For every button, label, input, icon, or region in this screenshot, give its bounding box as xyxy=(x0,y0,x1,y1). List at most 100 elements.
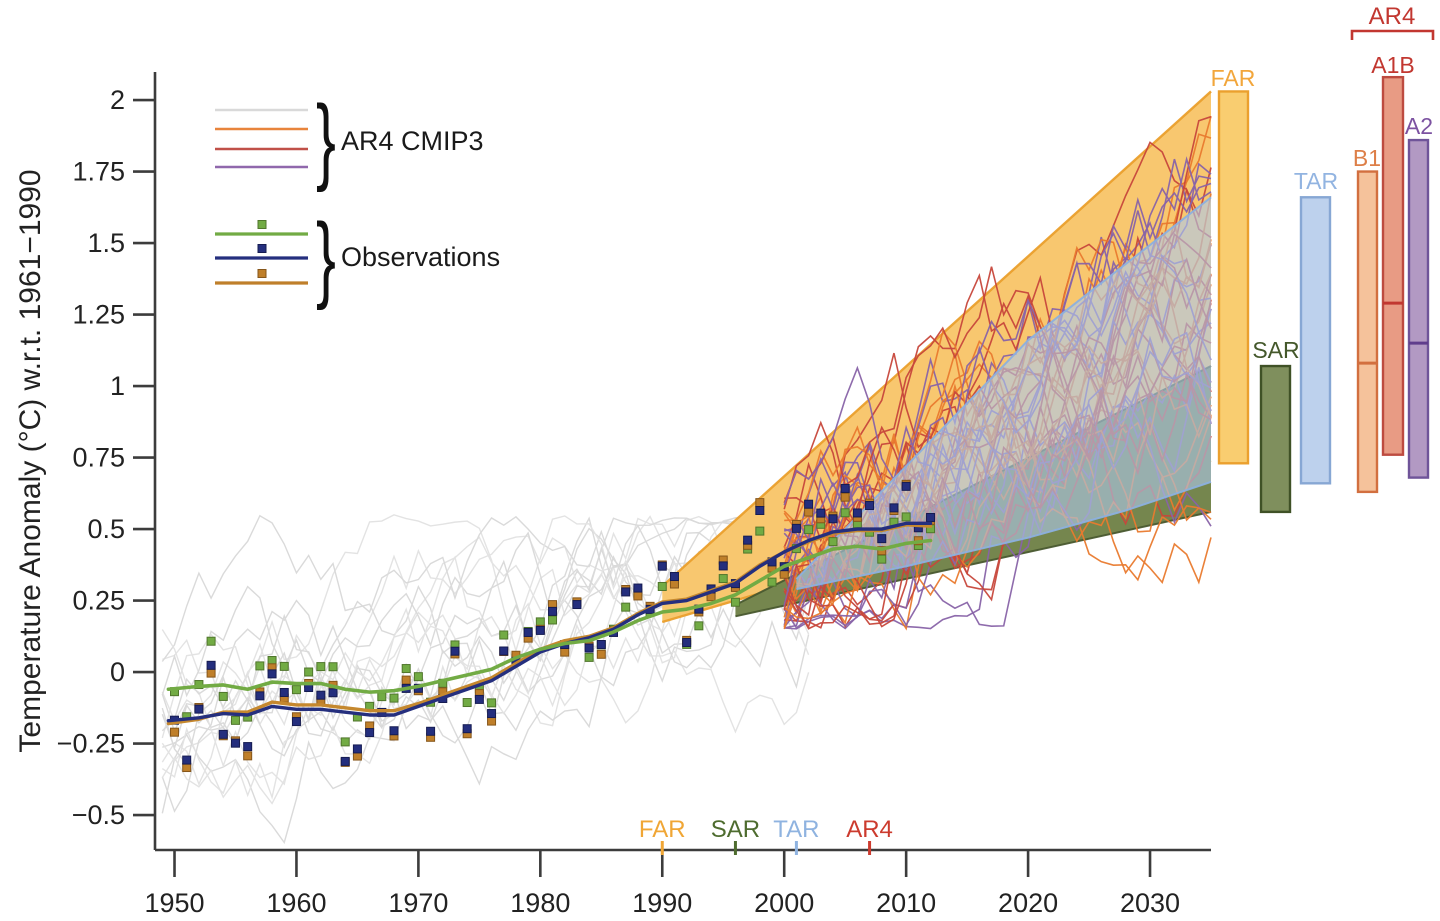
obs-square-green xyxy=(316,662,326,672)
obs-square-orange xyxy=(840,492,850,502)
obs-square-green xyxy=(767,577,777,587)
obs-square-navy xyxy=(328,688,338,698)
obs-square-orange xyxy=(669,579,679,589)
obs-square-green xyxy=(828,537,838,547)
obs-square-navy xyxy=(340,756,350,766)
obs-square-navy xyxy=(523,627,533,637)
obs-square-navy xyxy=(243,742,253,752)
x-tick-label: 2030 xyxy=(1120,888,1180,918)
obs-square-green xyxy=(877,554,887,564)
obs-square-orange xyxy=(596,649,606,659)
scenario-run-line xyxy=(783,182,1212,559)
obs-square-green xyxy=(535,617,545,627)
obs-square-green xyxy=(401,664,411,674)
obs-square-navy xyxy=(230,738,240,748)
obs-square-orange xyxy=(755,498,765,508)
obs-square-orange xyxy=(633,591,643,601)
obs-square-green xyxy=(328,662,338,672)
obs-square-green xyxy=(206,636,216,646)
obs-square-orange xyxy=(560,647,570,657)
legend-graphics xyxy=(215,108,308,285)
range-bar-sar: SAR xyxy=(1252,337,1300,514)
obs-square-green xyxy=(730,597,740,607)
legend-brace-models: } xyxy=(316,86,336,193)
y-tick-label: 1.5 xyxy=(87,228,125,258)
y-tick-label: 0.5 xyxy=(87,514,125,544)
band-fill-tar xyxy=(796,197,1211,590)
range-bar-a2: A2 xyxy=(1405,113,1433,479)
obs-square-navy xyxy=(633,583,643,593)
obs-square-navy xyxy=(804,499,814,509)
marker-label-far: FAR xyxy=(639,816,686,843)
range-bar-label-sar: SAR xyxy=(1252,337,1299,363)
obs-square-navy xyxy=(462,724,472,734)
historical-run-line xyxy=(161,519,809,698)
range-bar-a1b: A1B xyxy=(1371,52,1415,456)
x-tick-label: 1980 xyxy=(510,888,570,918)
obs-square-green xyxy=(657,581,667,591)
range-bar-rect-tar xyxy=(1299,196,1332,485)
range-bar-far: FAR xyxy=(1211,65,1255,465)
obs-square-navy xyxy=(816,508,826,518)
projection-band-tar xyxy=(795,196,1212,591)
obs-square-orange xyxy=(170,727,180,737)
obs-square-green xyxy=(377,692,387,702)
obs-square-navy xyxy=(255,691,265,701)
obs-square-green xyxy=(548,615,558,625)
obs-square-navy xyxy=(791,523,801,533)
obs-square-green xyxy=(413,672,423,682)
x-tick-label: 1990 xyxy=(632,888,692,918)
obs-square-orange xyxy=(487,716,497,726)
ar4-bracket: AR4 xyxy=(1350,3,1435,40)
legend-observations: } Observations xyxy=(316,204,500,311)
obs-square-green xyxy=(755,526,765,536)
y-tick-label: 1.25 xyxy=(72,300,125,330)
range-bar-label-a1b: A1B xyxy=(1371,52,1414,78)
obs-square-navy xyxy=(901,481,911,491)
obs-square-navy xyxy=(474,694,484,704)
obs-square-green xyxy=(804,525,814,535)
obs-square-navy xyxy=(718,561,728,571)
range-bar-label-b1: B1 xyxy=(1353,145,1381,171)
obs-square-navy xyxy=(657,561,667,571)
obs-square-green xyxy=(291,685,301,695)
legend-brace-observations: } xyxy=(316,204,336,311)
obs-square-navy xyxy=(316,690,326,700)
y-tick-label: 2 xyxy=(110,85,125,115)
obs-square-navy xyxy=(572,600,582,610)
obs-square-navy xyxy=(267,669,277,679)
obs-square-orange xyxy=(206,668,216,678)
obs-square-green xyxy=(389,693,399,703)
legend-obs-marker xyxy=(257,220,267,229)
obs-square-navy xyxy=(182,755,192,765)
obs-square-navy xyxy=(840,483,850,493)
obs-square-orange xyxy=(401,675,411,685)
legend-ar4-cmip3: } AR4 CMIP3 xyxy=(316,86,484,193)
y-tick-label: 0 xyxy=(110,657,125,687)
axes: 2 1.75 1.5 1.25 1 0.75 0.5 0.25 0 −0.25 −0.5 1950 19… xyxy=(57,72,1211,918)
obs-square-green xyxy=(584,652,594,662)
marker-label-sar: SAR xyxy=(711,816,760,843)
obs-square-green xyxy=(340,737,350,747)
y-tick-label: 1 xyxy=(110,371,125,401)
historical-run-line xyxy=(161,514,809,786)
historical-run-line xyxy=(161,516,810,814)
obs-square-navy xyxy=(450,646,460,656)
obs-square-navy xyxy=(852,508,862,518)
obs-square-navy xyxy=(877,534,887,544)
range-bar-rect-a1b xyxy=(1381,75,1405,456)
range-bar-tar: TAR xyxy=(1294,168,1338,485)
range-bar-rect-sar xyxy=(1259,364,1292,514)
obs-square-navy xyxy=(291,717,301,727)
x-tick-label: 1970 xyxy=(388,888,448,918)
range-bar-rect-b1 xyxy=(1356,170,1379,494)
obs-square-orange xyxy=(182,763,192,773)
marker-label-ar4: AR4 xyxy=(846,816,893,843)
range-bar-rect-far xyxy=(1217,90,1250,465)
y-axis-title: Temperature Anomaly (°C) w.r.t. 1961−199… xyxy=(14,169,47,752)
assessment-report-markers: FAR SAR TAR AR4 xyxy=(639,816,893,855)
obs-square-navy xyxy=(682,638,692,648)
obs-square-navy xyxy=(499,646,509,656)
band-bottom-edge-tar xyxy=(796,480,1212,591)
x-tick-label: 2020 xyxy=(998,888,1058,918)
